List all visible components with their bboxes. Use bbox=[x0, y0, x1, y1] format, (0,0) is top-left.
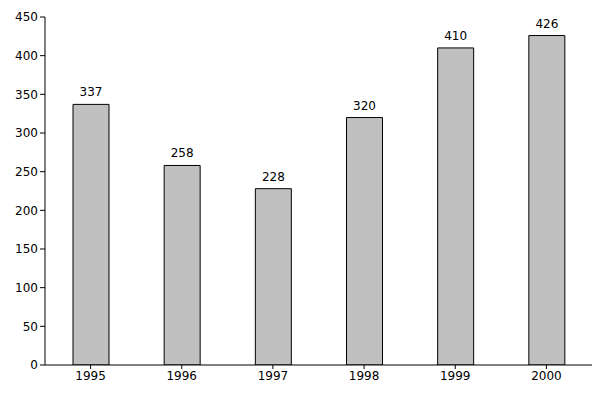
svg-text:350: 350 bbox=[15, 88, 38, 102]
svg-text:1998: 1998 bbox=[349, 369, 380, 383]
svg-text:450: 450 bbox=[15, 10, 38, 24]
svg-text:300: 300 bbox=[15, 126, 38, 140]
svg-text:400: 400 bbox=[15, 49, 38, 63]
svg-text:150: 150 bbox=[15, 242, 38, 256]
svg-text:426: 426 bbox=[535, 17, 558, 31]
svg-text:1995: 1995 bbox=[75, 369, 106, 383]
svg-text:258: 258 bbox=[171, 146, 194, 160]
svg-text:50: 50 bbox=[23, 320, 38, 334]
svg-text:2000: 2000 bbox=[531, 369, 562, 383]
svg-text:337: 337 bbox=[80, 85, 103, 99]
svg-text:320: 320 bbox=[353, 99, 376, 113]
svg-text:200: 200 bbox=[15, 204, 38, 218]
svg-text:410: 410 bbox=[444, 29, 467, 43]
svg-text:1996: 1996 bbox=[166, 369, 197, 383]
svg-text:1997: 1997 bbox=[258, 369, 289, 383]
svg-text:0: 0 bbox=[30, 358, 38, 372]
svg-text:100: 100 bbox=[15, 281, 38, 295]
svg-text:228: 228 bbox=[262, 170, 285, 184]
svg-text:250: 250 bbox=[15, 165, 38, 179]
svg-text:1999: 1999 bbox=[440, 369, 471, 383]
